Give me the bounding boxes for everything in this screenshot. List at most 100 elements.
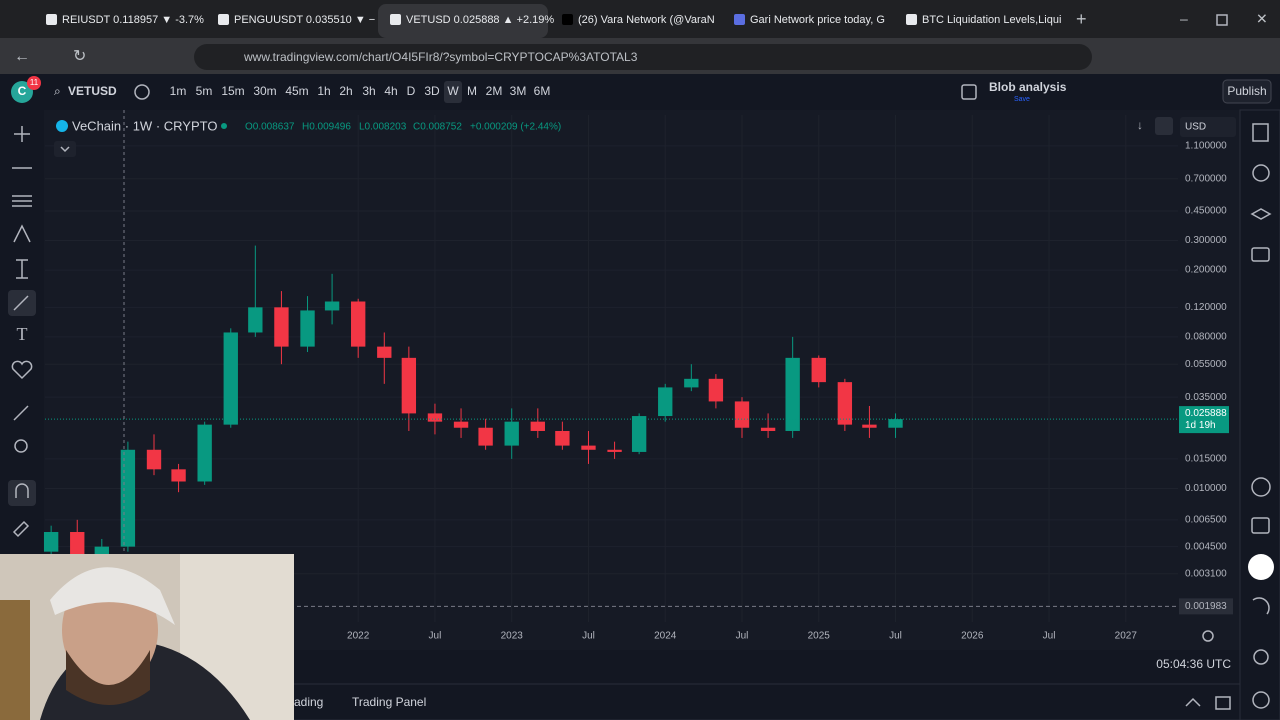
apps[interactable] [1248, 554, 1274, 580]
symbol-search[interactable]: VETUSD [68, 84, 117, 98]
watchlist[interactable] [1252, 123, 1269, 142]
layout-checkbox[interactable] [961, 84, 977, 100]
lock-tool[interactable] [12, 520, 30, 538]
avatar[interactable] [11, 81, 33, 103]
autoscale[interactable] [1155, 117, 1173, 135]
tab-title[interactable]: REIUSDT 0.118957 ▼ -3.7% [62, 14, 204, 26]
tab-icon [734, 14, 745, 25]
publish-button[interactable] [1222, 79, 1272, 104]
legend-close: C0.008752 [413, 122, 462, 133]
notification-badge [27, 76, 41, 90]
badge-count: 11 [30, 78, 39, 87]
text-tool[interactable]: T [17, 324, 28, 344]
interval-button[interactable]: 2h [339, 84, 352, 98]
legend-toggle[interactable] [54, 141, 76, 157]
tab-title[interactable]: PENGUUSDT 0.035510 ▼ − 1 [234, 14, 384, 26]
candle-body [377, 346, 392, 358]
pattern-tool[interactable] [13, 224, 31, 243]
candle-body [197, 424, 212, 482]
interval-button[interactable]: 1m [170, 84, 187, 98]
interval-button[interactable]: D [407, 84, 416, 98]
y-tick-label: 0.080000 [1185, 332, 1227, 343]
x-tick-label: 2027 [1115, 631, 1138, 642]
interval-button[interactable]: 3h [362, 84, 375, 98]
interval-button[interactable]: 2M [486, 84, 503, 98]
reload-button[interactable]: ↻ [73, 48, 86, 65]
search-icon[interactable]: ⌕ [54, 84, 61, 98]
interval-button[interactable]: M [467, 84, 477, 98]
tab-icon [562, 14, 573, 25]
axis-settings[interactable] [1202, 630, 1214, 642]
active-tab[interactable] [378, 4, 548, 38]
cross-tool[interactable] [14, 126, 30, 142]
favorites-tool[interactable] [11, 360, 33, 380]
magnet-active[interactable] [8, 480, 36, 506]
candle-body [146, 449, 162, 470]
tab-title[interactable]: VETUSD 0.025888 ▲ +2.19% [406, 14, 554, 26]
publish-label: Publish [1227, 84, 1266, 98]
layout-name[interactable]: Blob analysis [989, 80, 1067, 94]
interval-button[interactable]: 30m [253, 84, 276, 98]
x-tick-label: Jul [1043, 631, 1056, 642]
candle-body [171, 469, 186, 482]
layers[interactable] [1250, 208, 1272, 220]
candle-body [837, 382, 853, 425]
address-field[interactable] [194, 44, 1092, 70]
interval-button[interactable]: 15m [221, 84, 244, 98]
interval-button[interactable]: 4h [384, 84, 397, 98]
candle-body [631, 416, 647, 452]
interval-button[interactable]: 6M [534, 84, 551, 98]
calendar[interactable] [1251, 517, 1270, 534]
x-tick-label: Jul [582, 631, 595, 642]
interval-active[interactable] [444, 81, 462, 103]
y-tick-label: 0.015000 [1185, 454, 1227, 465]
projection-tool[interactable] [16, 259, 28, 279]
maximize-panel[interactable] [1215, 696, 1231, 710]
new-tab[interactable]: + [1076, 9, 1087, 29]
interval-button[interactable]: 5m [196, 84, 213, 98]
back-button[interactable]: ← [14, 48, 30, 65]
chat[interactable] [1251, 247, 1270, 262]
candle-body [785, 357, 800, 431]
maximize[interactable] [1216, 14, 1228, 26]
bottom-tab[interactable]: Trading Panel [352, 695, 426, 709]
tab-title[interactable]: (26) Vara Network (@VaraN [578, 14, 715, 26]
legend-low: L0.008203 [359, 122, 407, 133]
compare-button[interactable] [134, 84, 150, 100]
candle-body [811, 357, 826, 383]
help[interactable] [1252, 691, 1270, 709]
x-tick-label: 2022 [347, 631, 370, 642]
tab-icon [46, 14, 57, 25]
candle-body [658, 387, 673, 417]
tab-title[interactable]: Gari Network price today, G [750, 14, 885, 26]
currency-select[interactable] [1180, 117, 1236, 137]
magnet-tool [15, 483, 29, 498]
streams[interactable] [1252, 597, 1270, 615]
low-price-label: 0.001983 [1185, 601, 1227, 612]
interval-button[interactable]: 45m [285, 84, 308, 98]
zoom-tool[interactable] [14, 439, 28, 453]
tab-title[interactable]: BTC Liquidation Levels,Liqui [922, 14, 1061, 26]
save-label[interactable]: Save [1014, 96, 1030, 103]
legend-change: +0.000209 (+2.44%) [470, 122, 561, 133]
x-tick-label: Jul [736, 631, 749, 642]
alerts[interactable] [1252, 164, 1270, 182]
candle-body [555, 430, 570, 446]
close-window[interactable]: ✕ [1256, 11, 1268, 27]
notifications[interactable] [1253, 649, 1269, 665]
ruler-tool[interactable] [13, 405, 29, 421]
interval-button[interactable]: 1h [317, 84, 330, 98]
expand-panel[interactable] [1185, 697, 1201, 707]
bottom-tab[interactable]: rading [290, 695, 323, 709]
interval-button[interactable]: W [447, 84, 459, 98]
last-price-label: 0.025888 [1185, 408, 1227, 419]
clock: 05:04:36 UTC [1156, 657, 1231, 671]
tab-icon [390, 14, 401, 25]
fib-tool[interactable] [12, 195, 32, 207]
download-icon[interactable]: ↓ [1137, 118, 1143, 132]
minimize[interactable]: – [1180, 11, 1188, 27]
interval-button[interactable]: 3D [424, 84, 440, 98]
hotlist[interactable] [1251, 477, 1271, 497]
guitar [0, 600, 30, 720]
interval-button[interactable]: 3M [510, 84, 527, 98]
